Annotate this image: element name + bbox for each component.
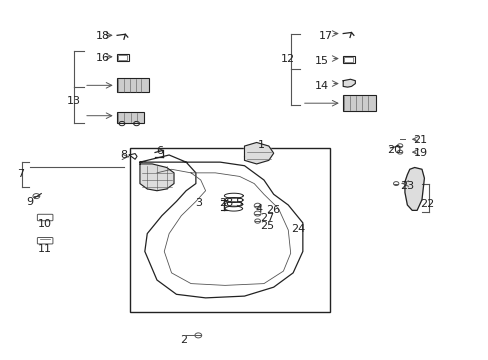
Text: 5: 5 — [235, 198, 242, 207]
Text: 26: 26 — [265, 204, 279, 215]
Text: 2: 2 — [180, 335, 187, 345]
Text: 27: 27 — [260, 213, 274, 223]
Polygon shape — [244, 143, 273, 164]
Text: 28: 28 — [219, 198, 233, 207]
Text: 1: 1 — [258, 140, 264, 150]
Text: 8: 8 — [120, 150, 127, 160]
Text: 24: 24 — [290, 224, 305, 234]
Bar — [117, 112, 143, 123]
Text: 10: 10 — [38, 219, 52, 229]
Polygon shape — [404, 167, 424, 210]
Bar — [130, 148, 329, 312]
Text: 4: 4 — [255, 204, 262, 214]
Bar — [343, 95, 375, 111]
Bar — [116, 54, 128, 62]
Text: 25: 25 — [260, 221, 274, 231]
Text: 14: 14 — [315, 81, 329, 91]
Text: 22: 22 — [419, 199, 433, 209]
Text: 7: 7 — [17, 168, 24, 179]
Text: 9: 9 — [26, 197, 33, 207]
Text: 18: 18 — [95, 31, 109, 41]
Bar — [344, 57, 353, 62]
Text: 15: 15 — [315, 57, 328, 66]
Text: 21: 21 — [413, 135, 427, 145]
Text: 11: 11 — [38, 244, 52, 253]
Text: 12: 12 — [281, 54, 295, 64]
Bar — [117, 78, 148, 93]
Text: 6: 6 — [156, 146, 163, 156]
Bar — [342, 56, 354, 63]
Text: 20: 20 — [386, 145, 401, 156]
Polygon shape — [140, 164, 174, 191]
Text: 19: 19 — [413, 148, 427, 158]
Text: 17: 17 — [319, 31, 332, 41]
Text: 3: 3 — [194, 198, 202, 208]
Bar — [118, 55, 127, 60]
Polygon shape — [343, 79, 355, 87]
Text: 23: 23 — [400, 181, 414, 191]
Text: 13: 13 — [66, 96, 80, 106]
Text: 16: 16 — [95, 53, 109, 63]
